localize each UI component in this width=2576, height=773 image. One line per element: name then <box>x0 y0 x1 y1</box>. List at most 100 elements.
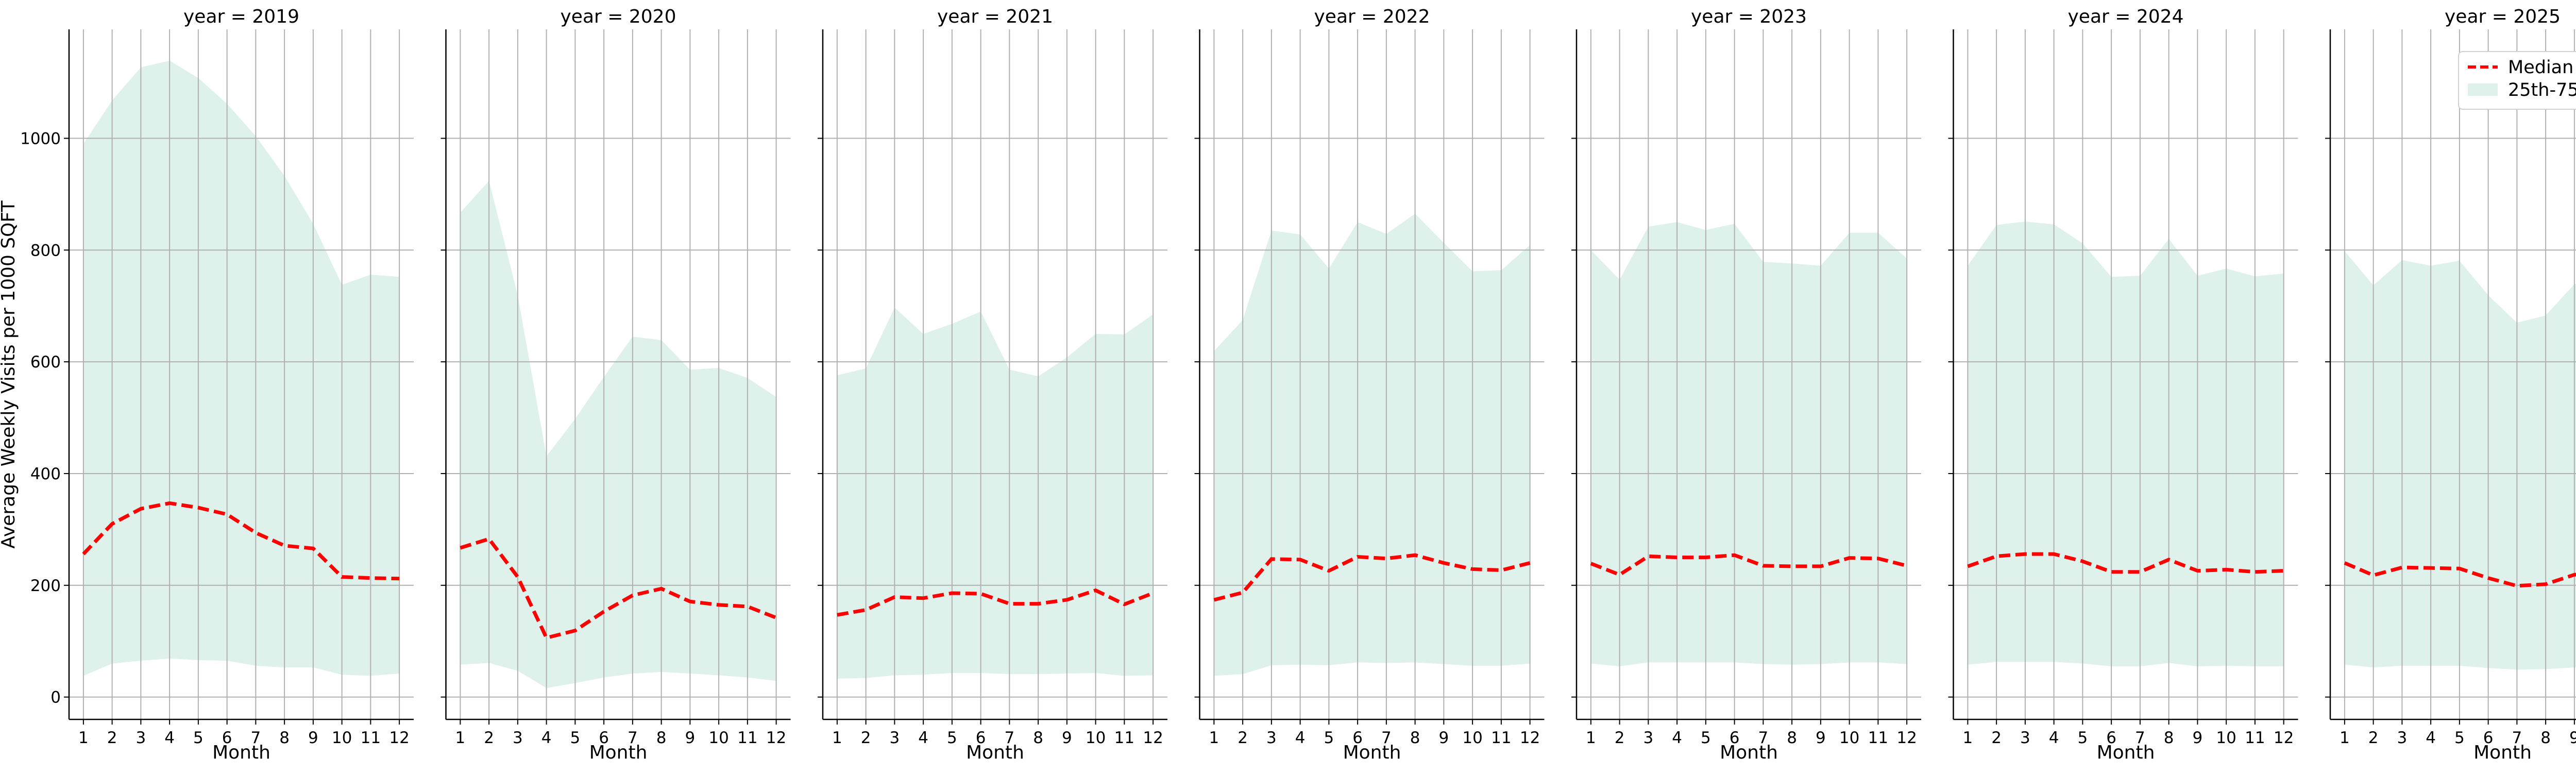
x-tick-label: 6 <box>599 729 609 747</box>
x-tick-label: 11 <box>1114 729 1134 747</box>
x-tick-label: 10 <box>1462 729 1482 747</box>
x-tick-label: 9 <box>1062 729 1072 747</box>
x-axis-label: Month <box>212 742 270 763</box>
median-line <box>2344 561 2576 588</box>
y-tick-label: 200 <box>30 577 61 595</box>
x-tick-label: 2 <box>1238 729 1248 747</box>
x-tick-label: 5 <box>947 729 957 747</box>
x-axis-label: Month <box>589 742 648 763</box>
panel-title: year = 2022 <box>1314 6 1430 27</box>
x-tick-label: 4 <box>2426 729 2436 747</box>
x-tick-label: 1 <box>832 729 842 747</box>
percentile-band <box>83 60 400 676</box>
x-tick-label: 7 <box>1758 729 1769 747</box>
x-tick-label: 12 <box>2274 729 2294 747</box>
x-tick-label: 12 <box>1520 729 1540 747</box>
percentile-band <box>1968 221 2284 667</box>
x-tick-label: 11 <box>2245 729 2265 747</box>
median-line <box>837 588 1154 617</box>
x-tick-label: 3 <box>1266 729 1277 747</box>
x-tick-label: 5 <box>2078 729 2088 747</box>
x-tick-label: 9 <box>1816 729 1826 747</box>
x-tick-label: 9 <box>2569 729 2576 747</box>
x-axis-label: Month <box>966 742 1024 763</box>
x-tick-label: 2 <box>1615 729 1625 747</box>
x-tick-label: 1 <box>78 729 89 747</box>
x-axis-label: Month <box>1343 742 1401 763</box>
x-tick-label: 7 <box>1381 729 1392 747</box>
panel-title: year = 2020 <box>561 6 676 27</box>
x-tick-label: 10 <box>1839 729 1859 747</box>
x-tick-label: 10 <box>1086 729 1106 747</box>
x-tick-label: 6 <box>2483 729 2494 747</box>
x-tick-label: 11 <box>737 729 757 747</box>
x-tick-label: 8 <box>656 729 667 747</box>
x-tick-label: 8 <box>1033 729 1043 747</box>
panel-title: year = 2024 <box>2068 6 2184 27</box>
percentile-band <box>1214 213 1530 676</box>
x-tick-label: 2 <box>2368 729 2379 747</box>
x-tick-label: 5 <box>1701 729 1711 747</box>
x-tick-label: 4 <box>918 729 928 747</box>
x-tick-label: 3 <box>136 729 146 747</box>
x-tick-label: 5 <box>1324 729 1334 747</box>
percentile-band <box>1590 222 1907 667</box>
legend-median-label: Median <box>2508 57 2573 78</box>
median-line <box>1967 552 2284 574</box>
x-tick-label: 9 <box>308 729 318 747</box>
x-tick-label: 5 <box>193 729 204 747</box>
legend: Median 25th-75th Percentile <box>2458 51 2576 110</box>
x-tick-label: 8 <box>2540 729 2551 747</box>
x-tick-label: 6 <box>976 729 986 747</box>
x-tick-label: 11 <box>1868 729 1888 747</box>
x-tick-label: 4 <box>541 729 552 747</box>
x-tick-label: 12 <box>389 729 409 747</box>
x-tick-label: 8 <box>2164 729 2174 747</box>
y-axis-label: Average Weekly Visits per 1000 SQFT <box>0 200 19 548</box>
x-tick-label: 10 <box>2216 729 2236 747</box>
percentile-band <box>460 180 776 688</box>
x-tick-label: 12 <box>1896 729 1917 747</box>
legend-band-label: 25th-75th Percentile <box>2508 80 2576 100</box>
x-tick-label: 2 <box>861 729 871 747</box>
y-tick-label: 600 <box>30 353 61 372</box>
x-tick-label: 9 <box>1439 729 1449 747</box>
x-tick-label: 11 <box>361 729 381 747</box>
x-tick-label: 4 <box>1672 729 1682 747</box>
median-line <box>1590 553 1907 577</box>
x-tick-label: 11 <box>1491 729 1511 747</box>
x-tick-label: 3 <box>2020 729 2030 747</box>
x-axis-label: Month <box>2097 742 2155 763</box>
percentile-band <box>2344 251 2576 670</box>
x-tick-label: 7 <box>251 729 261 747</box>
x-tick-label: 7 <box>2135 729 2145 747</box>
x-tick-label: 8 <box>1787 729 1797 747</box>
x-tick-label: 9 <box>2193 729 2203 747</box>
x-tick-label: 12 <box>766 729 786 747</box>
x-tick-label: 12 <box>1143 729 1163 747</box>
x-tick-label: 3 <box>1643 729 1654 747</box>
x-tick-label: 1 <box>1209 729 1219 747</box>
panel-title: year = 2025 <box>2445 6 2561 27</box>
y-tick-label: 400 <box>30 465 61 483</box>
x-tick-label: 6 <box>2106 729 2116 747</box>
x-tick-label: 10 <box>332 729 352 747</box>
x-tick-label: 4 <box>2049 729 2059 747</box>
x-tick-label: 5 <box>2454 729 2465 747</box>
panel-title: year = 2019 <box>183 6 299 27</box>
x-tick-label: 7 <box>628 729 638 747</box>
x-tick-label: 6 <box>1352 729 1363 747</box>
x-tick-label: 10 <box>708 729 728 747</box>
x-axis-label: Month <box>2473 742 2532 763</box>
panel-title: year = 2023 <box>1691 6 1807 27</box>
x-tick-label: 6 <box>1730 729 1740 747</box>
x-tick-label: 6 <box>222 729 232 747</box>
y-tick-label: 1000 <box>20 129 61 148</box>
